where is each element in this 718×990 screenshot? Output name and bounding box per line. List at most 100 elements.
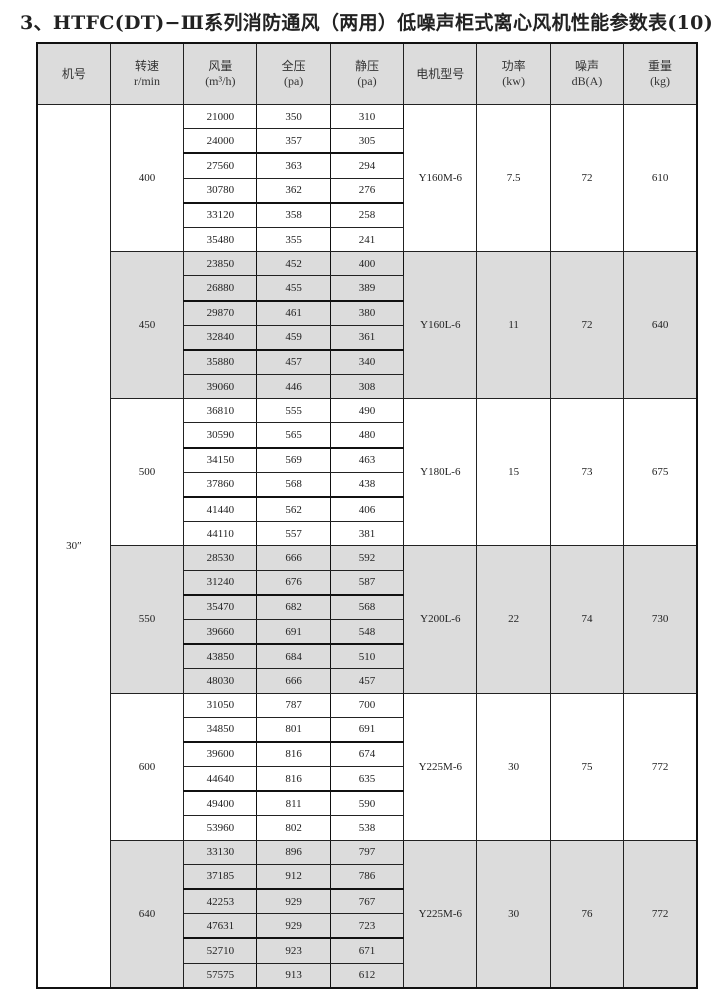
motor-cell: Y160L-6: [403, 251, 478, 400]
column-header: 风量 (m³/h): [183, 42, 258, 105]
static-pressure-cell: 691: [329, 716, 405, 743]
airflow-cell: 43850: [183, 643, 258, 670]
motor-cell: Y225M-6: [403, 692, 478, 841]
weight-cell: 610: [623, 103, 698, 253]
table-row: 30590 565 480: [37, 422, 697, 449]
table-row: 26880 455 389: [37, 275, 697, 302]
header-label: 风量: [208, 59, 233, 73]
machine-no-cell: 30″: [36, 103, 111, 989]
static-pressure-cell: 457: [329, 668, 405, 694]
total-pressure-cell: 811: [256, 790, 331, 817]
table-row: 47631 929 723: [37, 913, 697, 940]
noise-cell: 75: [549, 692, 625, 841]
total-pressure-cell: 816: [256, 741, 331, 768]
power-cell: 7.5: [476, 103, 551, 253]
header-label: 全压: [281, 59, 306, 73]
total-pressure-cell: 666: [256, 668, 331, 694]
power-cell: 30: [476, 692, 551, 841]
total-pressure-cell: 929: [256, 913, 331, 940]
airflow-cell: 49400: [183, 790, 258, 817]
static-pressure-cell: 510: [329, 643, 405, 670]
column-header: 功率 (kw): [476, 42, 551, 105]
total-pressure-cell: 555: [256, 398, 331, 424]
airflow-cell: 26880: [183, 275, 258, 302]
table-row: 37185 912 786: [37, 863, 697, 890]
static-pressure-cell: 305: [329, 128, 405, 155]
column-header: 电机型号: [403, 42, 478, 105]
total-pressure-cell: 557: [256, 521, 331, 547]
table-row: 600 31050 787 700 Y225M-6 30 75 772: [37, 692, 698, 841]
speed-cell: 450: [109, 251, 185, 400]
total-pressure-cell: 362: [256, 177, 331, 204]
static-pressure-cell: 480: [329, 422, 405, 449]
fan-performance-table: 机号 转速 r/min 风量 (m³/h) 全压 (pa) 静压 (pa) 电机型号 功率 (kw) 噪…: [36, 42, 698, 989]
static-pressure-cell: 438: [329, 471, 405, 498]
total-pressure-cell: 913: [256, 962, 331, 989]
total-pressure-cell: 912: [256, 863, 331, 890]
airflow-cell: 42253: [183, 888, 258, 915]
static-pressure-cell: 538: [329, 815, 405, 841]
table-row: 500 36810 555 490 Y180L-6 15 73 675: [37, 398, 698, 547]
table-row: 39600 816 674: [37, 741, 697, 768]
table-row: 34150 569 463: [37, 447, 697, 473]
airflow-cell: 47631: [183, 913, 258, 940]
static-pressure-cell: 340: [329, 349, 405, 376]
noise-cell: 73: [549, 398, 625, 547]
airflow-cell: 30590: [183, 422, 258, 449]
static-pressure-cell: 612: [329, 962, 405, 989]
airflow-cell: 31050: [183, 692, 258, 718]
static-pressure-cell: 308: [329, 374, 405, 400]
total-pressure-cell: 358: [256, 202, 331, 228]
airflow-cell: 48030: [183, 668, 258, 694]
airflow-cell: 39060: [183, 374, 258, 400]
motor-cell: Y200L-6: [403, 545, 478, 694]
total-pressure-cell: 452: [256, 251, 331, 277]
static-pressure-cell: 635: [329, 766, 405, 793]
static-pressure-cell: 786: [329, 863, 405, 890]
header-label: 转速: [134, 59, 159, 73]
total-pressure-cell: 816: [256, 766, 331, 793]
total-pressure-cell: 562: [256, 496, 331, 523]
airflow-cell: 39660: [183, 618, 258, 646]
airflow-cell: 34150: [183, 447, 258, 473]
static-pressure-cell: 389: [329, 275, 405, 302]
static-pressure-cell: 674: [329, 741, 405, 768]
total-pressure-cell: 363: [256, 152, 331, 179]
header-unit: (pa): [283, 74, 304, 88]
noise-cell: 74: [549, 545, 625, 694]
airflow-cell: 44110: [183, 521, 258, 547]
power-cell: 11: [476, 251, 551, 400]
power-cell: 22: [476, 545, 551, 694]
airflow-cell: 44640: [183, 766, 258, 793]
total-pressure-cell: 676: [256, 569, 331, 596]
total-pressure-cell: 569: [256, 447, 331, 473]
header-label: 机号: [61, 66, 86, 81]
table-row: 640 33130 896 797 Y225M-6 30 76 772: [37, 839, 698, 989]
header-label: 重量: [648, 59, 673, 73]
table-row: 33120 358 258: [37, 202, 697, 228]
airflow-cell: 28530: [183, 545, 258, 571]
motor-cell: Y180L-6: [403, 398, 478, 547]
airflow-cell: 37185: [183, 863, 258, 890]
airflow-cell: 36810: [183, 398, 258, 424]
header-unit: dB(A): [571, 74, 603, 88]
total-pressure-cell: 455: [256, 275, 331, 302]
airflow-cell: 35480: [183, 226, 258, 253]
total-pressure-cell: 350: [256, 103, 331, 130]
static-pressure-cell: 587: [329, 569, 405, 596]
table-row: 39060 446 308: [37, 374, 697, 400]
airflow-cell: 39600: [183, 741, 258, 768]
airflow-cell: 41440: [183, 496, 258, 523]
airflow-cell: 57575: [183, 962, 258, 989]
header-label: 功率: [501, 59, 526, 73]
table-row: 57575 913 612: [37, 962, 697, 989]
table-row: 35480 355 241: [37, 226, 697, 253]
total-pressure-cell: 691: [256, 618, 331, 646]
table-row: 30″ 400 21000 350 310 Y160M-6 7.5 72 610: [36, 103, 698, 989]
airflow-cell: 31240: [183, 569, 258, 596]
table-row: 35880 457 340: [37, 349, 697, 376]
column-header: 噪声 dB(A): [549, 42, 625, 105]
static-pressure-cell: 568: [329, 594, 405, 620]
airflow-cell: 27560: [183, 152, 258, 179]
table-row: 34850 801 691: [37, 716, 697, 743]
